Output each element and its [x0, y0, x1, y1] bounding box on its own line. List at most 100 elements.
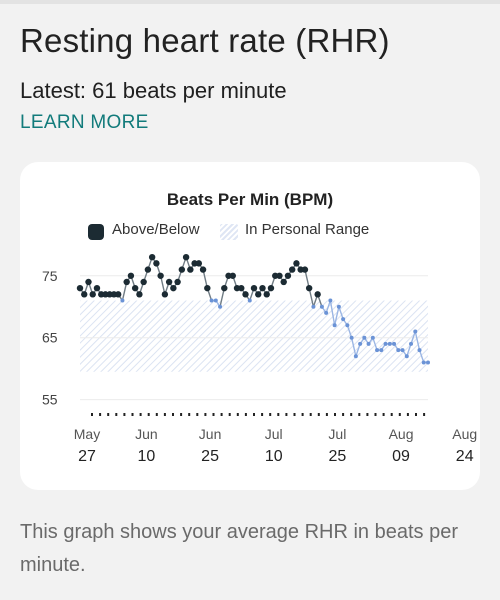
x-tick-month: Jul — [265, 426, 283, 442]
x-tick-month: Jul — [328, 426, 346, 442]
series-line — [338, 306, 344, 320]
x-tick-date: 27 — [78, 448, 96, 465]
data-point — [131, 284, 139, 292]
data-point — [305, 284, 313, 292]
x-tick-month: May — [74, 426, 100, 442]
x-axis-tick — [350, 413, 353, 416]
x-axis-tick — [236, 413, 239, 416]
data-point — [174, 278, 181, 286]
data-point — [319, 304, 324, 309]
data-point — [276, 272, 283, 279]
data-point — [387, 341, 392, 346]
data-point — [250, 284, 258, 292]
data-point — [366, 341, 371, 346]
data-point — [255, 291, 262, 298]
x-axis-tick — [99, 413, 102, 416]
data-point — [182, 253, 190, 261]
data-point — [120, 298, 125, 303]
series-line — [414, 331, 421, 351]
data-point — [204, 284, 211, 292]
series-line — [329, 300, 336, 326]
data-point — [332, 323, 337, 328]
personal-range-legend-icon — [220, 224, 238, 240]
x-axis-tick — [228, 413, 231, 416]
footer-description: This graph shows your average RHR in bea… — [20, 521, 458, 576]
x-axis-tick — [91, 413, 93, 416]
data-point — [400, 348, 405, 353]
data-point — [353, 354, 358, 359]
data-point — [426, 360, 430, 365]
data-point — [293, 260, 300, 267]
series-line — [410, 331, 416, 345]
x-axis-tick — [406, 413, 409, 416]
series-line — [325, 300, 332, 314]
x-axis-tick — [163, 413, 166, 416]
data-point — [324, 310, 329, 315]
series-line — [346, 325, 353, 338]
x-axis-tick — [342, 413, 345, 416]
x-axis-tick — [188, 413, 191, 416]
x-axis-tick — [301, 413, 304, 416]
top-divider — [0, 0, 500, 4]
x-tick-date: 25 — [201, 448, 219, 465]
data-point — [349, 335, 354, 340]
data-point — [247, 298, 252, 303]
data-point — [404, 354, 409, 359]
y-tick-label: 65 — [42, 330, 58, 346]
data-point — [85, 278, 92, 286]
data-point — [165, 278, 173, 286]
x-axis-tick — [212, 413, 215, 416]
x-axis-tick — [398, 413, 401, 416]
data-point — [421, 360, 426, 365]
x-axis-tick — [204, 413, 207, 416]
x-axis-tick — [317, 413, 320, 416]
data-point — [341, 317, 346, 322]
x-axis-tick — [123, 413, 126, 416]
x-axis-tick — [358, 413, 361, 416]
data-point — [199, 266, 207, 273]
data-point — [127, 272, 135, 279]
x-axis-tick — [366, 413, 369, 416]
above-below-legend-icon — [88, 224, 104, 240]
x-axis-tick — [196, 413, 199, 416]
x-axis-tick — [374, 413, 377, 416]
data-point — [409, 341, 414, 346]
x-axis-tick — [131, 413, 134, 416]
data-point — [417, 348, 422, 353]
x-tick-date: 09 — [392, 448, 410, 465]
data-point — [345, 323, 350, 328]
data-point — [280, 278, 287, 286]
chart-title: Beats Per Min (BPM) — [166, 190, 334, 209]
rhr-chart[interactable]: 75 65 55 May 27 Jun 10 Jun 25 Jul 10 Jul 25 Aug 09 Aug 2… — [20, 162, 480, 490]
x-tick-date: 10 — [265, 448, 283, 465]
y-tick-label: 55 — [42, 392, 58, 408]
data-point — [311, 304, 316, 309]
x-axis-tick — [261, 413, 264, 416]
data-point — [263, 291, 270, 298]
x-tick-month: Jun — [135, 426, 158, 442]
page-title: Resting heart rate (RHR) — [20, 22, 390, 59]
series-line — [355, 343, 361, 357]
data-point — [413, 329, 418, 334]
x-axis-tick — [139, 413, 142, 416]
data-point — [187, 266, 194, 273]
latest-value: Latest: 61 beats per minute — [20, 78, 287, 103]
data-point — [209, 298, 214, 303]
x-axis-tick — [244, 413, 247, 416]
data-point — [161, 291, 169, 298]
data-point — [136, 291, 143, 298]
data-point — [213, 298, 218, 303]
series-line — [333, 306, 340, 326]
x-axis-tick — [334, 413, 336, 416]
x-axis-tick — [155, 413, 158, 416]
x-axis-tick — [107, 413, 110, 416]
x-axis-tick — [423, 413, 426, 416]
x-tick-date: 10 — [138, 448, 156, 465]
learn-more-link[interactable]: LEARN MORE — [20, 112, 149, 133]
x-axis-tick — [293, 413, 296, 416]
data-point — [81, 291, 88, 298]
legend-above-below: Above/Below — [112, 221, 200, 238]
data-point — [76, 284, 84, 292]
x-tick-month: Aug — [452, 426, 477, 442]
data-point — [93, 284, 101, 292]
